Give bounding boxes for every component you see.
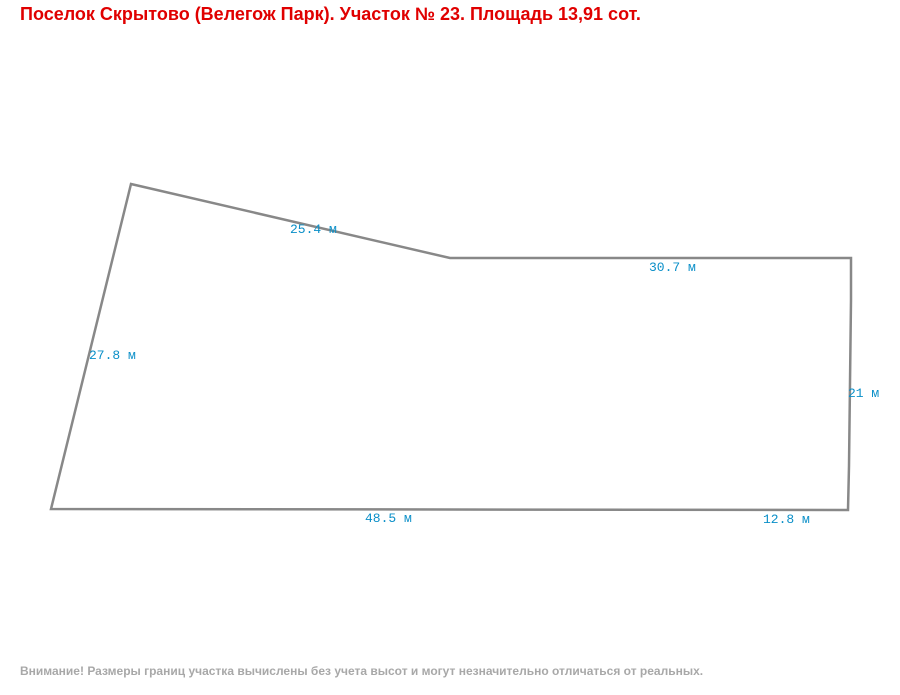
edge-label: 30.7 м: [649, 260, 696, 275]
edge-label: 27.8 м: [89, 348, 136, 363]
plot-boundary: [49, 182, 853, 512]
title: Поселок Скрытово (Велегож Парк). Участок…: [20, 4, 641, 24]
edge-label: 12.8 м: [763, 512, 810, 527]
footer-note: Внимание! Размеры границ участка вычисле…: [20, 664, 703, 678]
edge-label: 25.4 м: [290, 222, 337, 237]
edge-label: 21 м: [848, 386, 879, 401]
edge-label: 48.5 м: [365, 511, 412, 526]
